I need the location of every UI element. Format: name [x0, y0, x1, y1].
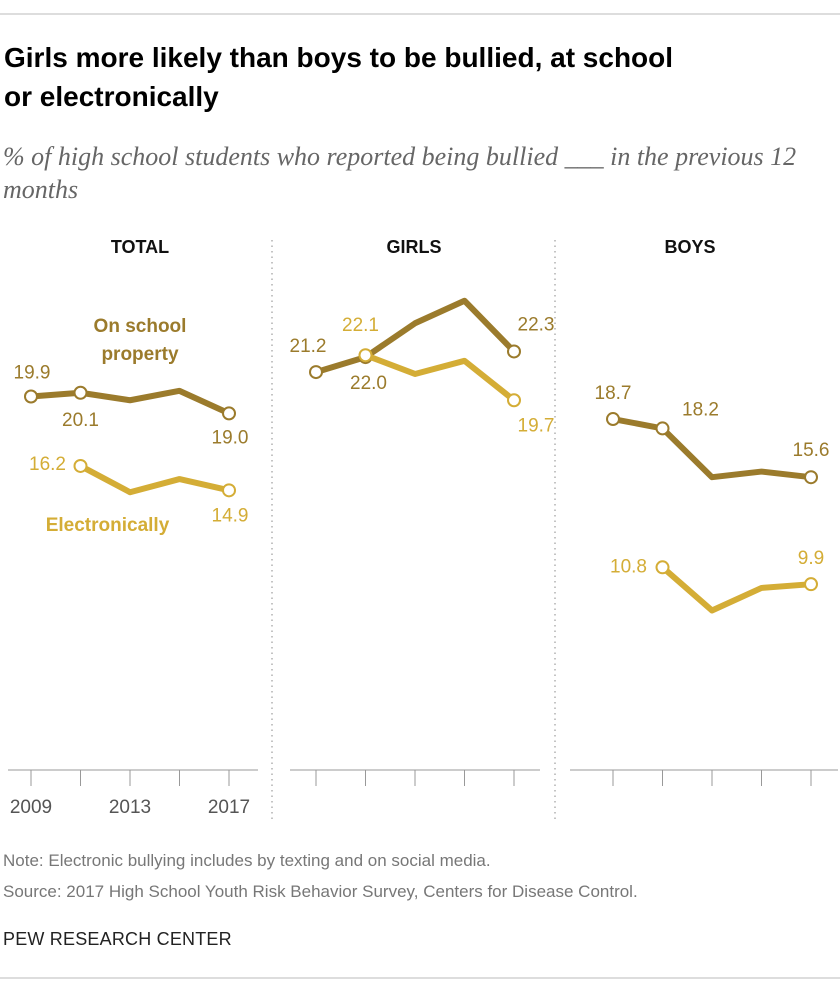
- value-label: 22.3: [518, 314, 555, 335]
- value-label: 16.2: [29, 454, 66, 475]
- panel-title: GIRLS: [386, 237, 441, 257]
- note: Note: Electronic bullying includes by te…: [3, 851, 491, 870]
- value-label: 20.1: [62, 410, 99, 431]
- panel-title: TOTAL: [111, 237, 169, 257]
- point: [804, 577, 818, 592]
- point: [655, 421, 670, 436]
- value-label: 15.6: [793, 440, 830, 461]
- value-label: 22.1: [342, 315, 379, 336]
- value-label: 19.0: [212, 427, 249, 448]
- point: [655, 560, 670, 575]
- value-label: 14.9: [212, 505, 249, 526]
- point: [222, 406, 236, 421]
- series-line: [315, 297, 517, 375]
- point: [606, 412, 620, 427]
- value-label: 18.2: [682, 399, 719, 420]
- series-name: Electronically: [45, 515, 170, 536]
- point: [358, 348, 373, 363]
- x-tick-label: 2013: [109, 797, 151, 818]
- point: [24, 389, 38, 404]
- value-label: 9.9: [798, 548, 824, 569]
- value-label: 19.7: [518, 415, 555, 436]
- x-tick-label: 2009: [10, 797, 52, 818]
- credit: PEW RESEARCH CENTER: [3, 929, 232, 949]
- value-label: 18.7: [595, 383, 632, 404]
- x-tick-label: 2017: [208, 797, 250, 818]
- series-line: [364, 352, 516, 403]
- panel-title: BOYS: [664, 237, 715, 257]
- point: [73, 458, 88, 473]
- point: [309, 365, 323, 380]
- series-name: On school property: [93, 316, 187, 365]
- point: [804, 470, 818, 485]
- value-label: 10.8: [610, 556, 647, 577]
- point: [222, 483, 236, 498]
- point: [507, 393, 521, 408]
- source: Source: 2017 High School Youth Risk Beha…: [3, 882, 638, 901]
- point: [507, 344, 521, 359]
- value-label: 21.2: [290, 336, 327, 357]
- subtitle: % of high school students who reported b…: [3, 142, 797, 204]
- series-line: [79, 463, 230, 496]
- series-line: [612, 416, 812, 481]
- point: [73, 385, 88, 400]
- series-line: [660, 565, 812, 614]
- value-label: 19.9: [14, 363, 51, 384]
- value-label: 22.0: [350, 373, 387, 394]
- title: Girls more likely than boys to be bullie…: [4, 42, 674, 112]
- series-line: [30, 387, 231, 417]
